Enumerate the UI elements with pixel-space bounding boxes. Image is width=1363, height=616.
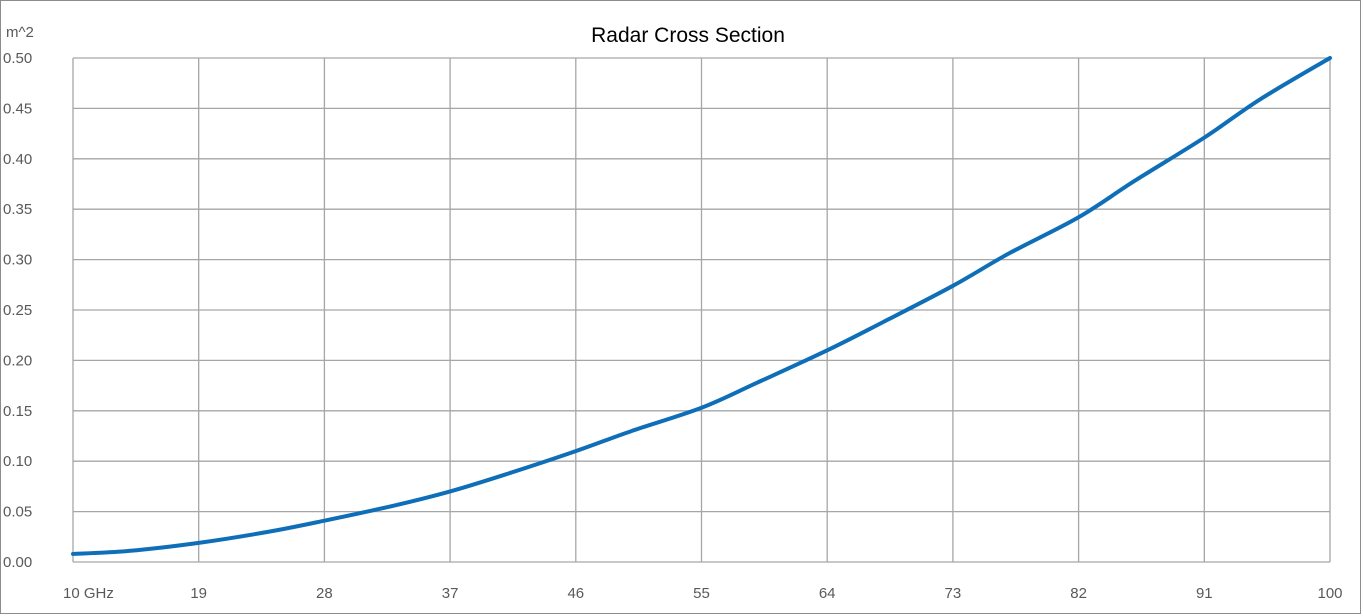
x-tick-label: 10 GHz xyxy=(63,585,114,602)
x-tick-label: 73 xyxy=(945,585,962,602)
chart-title: Radar Cross Section xyxy=(591,24,785,47)
x-tick-label: 100 xyxy=(1317,585,1342,602)
y-tick-label: 0.20 xyxy=(3,352,32,369)
y-axis-ticks: 0.00 0.05 0.10 0.15 0.20 0.25 0.30 0.35 0.40 0.45… xyxy=(3,50,32,571)
x-tick-label: 46 xyxy=(567,585,584,602)
x-tick-label: 64 xyxy=(819,585,836,602)
y-tick-label: 0.00 xyxy=(3,554,32,571)
series-line xyxy=(71,56,1332,556)
y-tick-label: 0.15 xyxy=(3,403,32,420)
y-tick-label: 0.50 xyxy=(3,50,32,67)
y-tick-label: 0.25 xyxy=(3,302,32,319)
x-axis-ticks: 10 GHz 19 28 37 46 55 64 73 82 91 100 xyxy=(63,585,1343,602)
series-group xyxy=(71,56,1332,556)
x-tick-label: 91 xyxy=(1196,585,1213,602)
y-tick-label: 0.40 xyxy=(3,151,32,168)
x-tick-label: 82 xyxy=(1070,585,1087,602)
x-tick-label: 37 xyxy=(442,585,459,602)
x-tick-label: 28 xyxy=(316,585,333,602)
y-tick-label: 0.05 xyxy=(3,504,32,521)
x-tick-label: 19 xyxy=(190,585,207,602)
x-tick-label: 55 xyxy=(693,585,710,602)
grid xyxy=(72,57,1331,563)
y-tick-label: 0.30 xyxy=(3,252,32,269)
y-tick-label: 0.45 xyxy=(3,100,32,117)
y-unit-label: m^2 xyxy=(6,24,34,41)
y-tick-label: 0.10 xyxy=(3,453,32,470)
y-tick-label: 0.35 xyxy=(3,201,32,218)
